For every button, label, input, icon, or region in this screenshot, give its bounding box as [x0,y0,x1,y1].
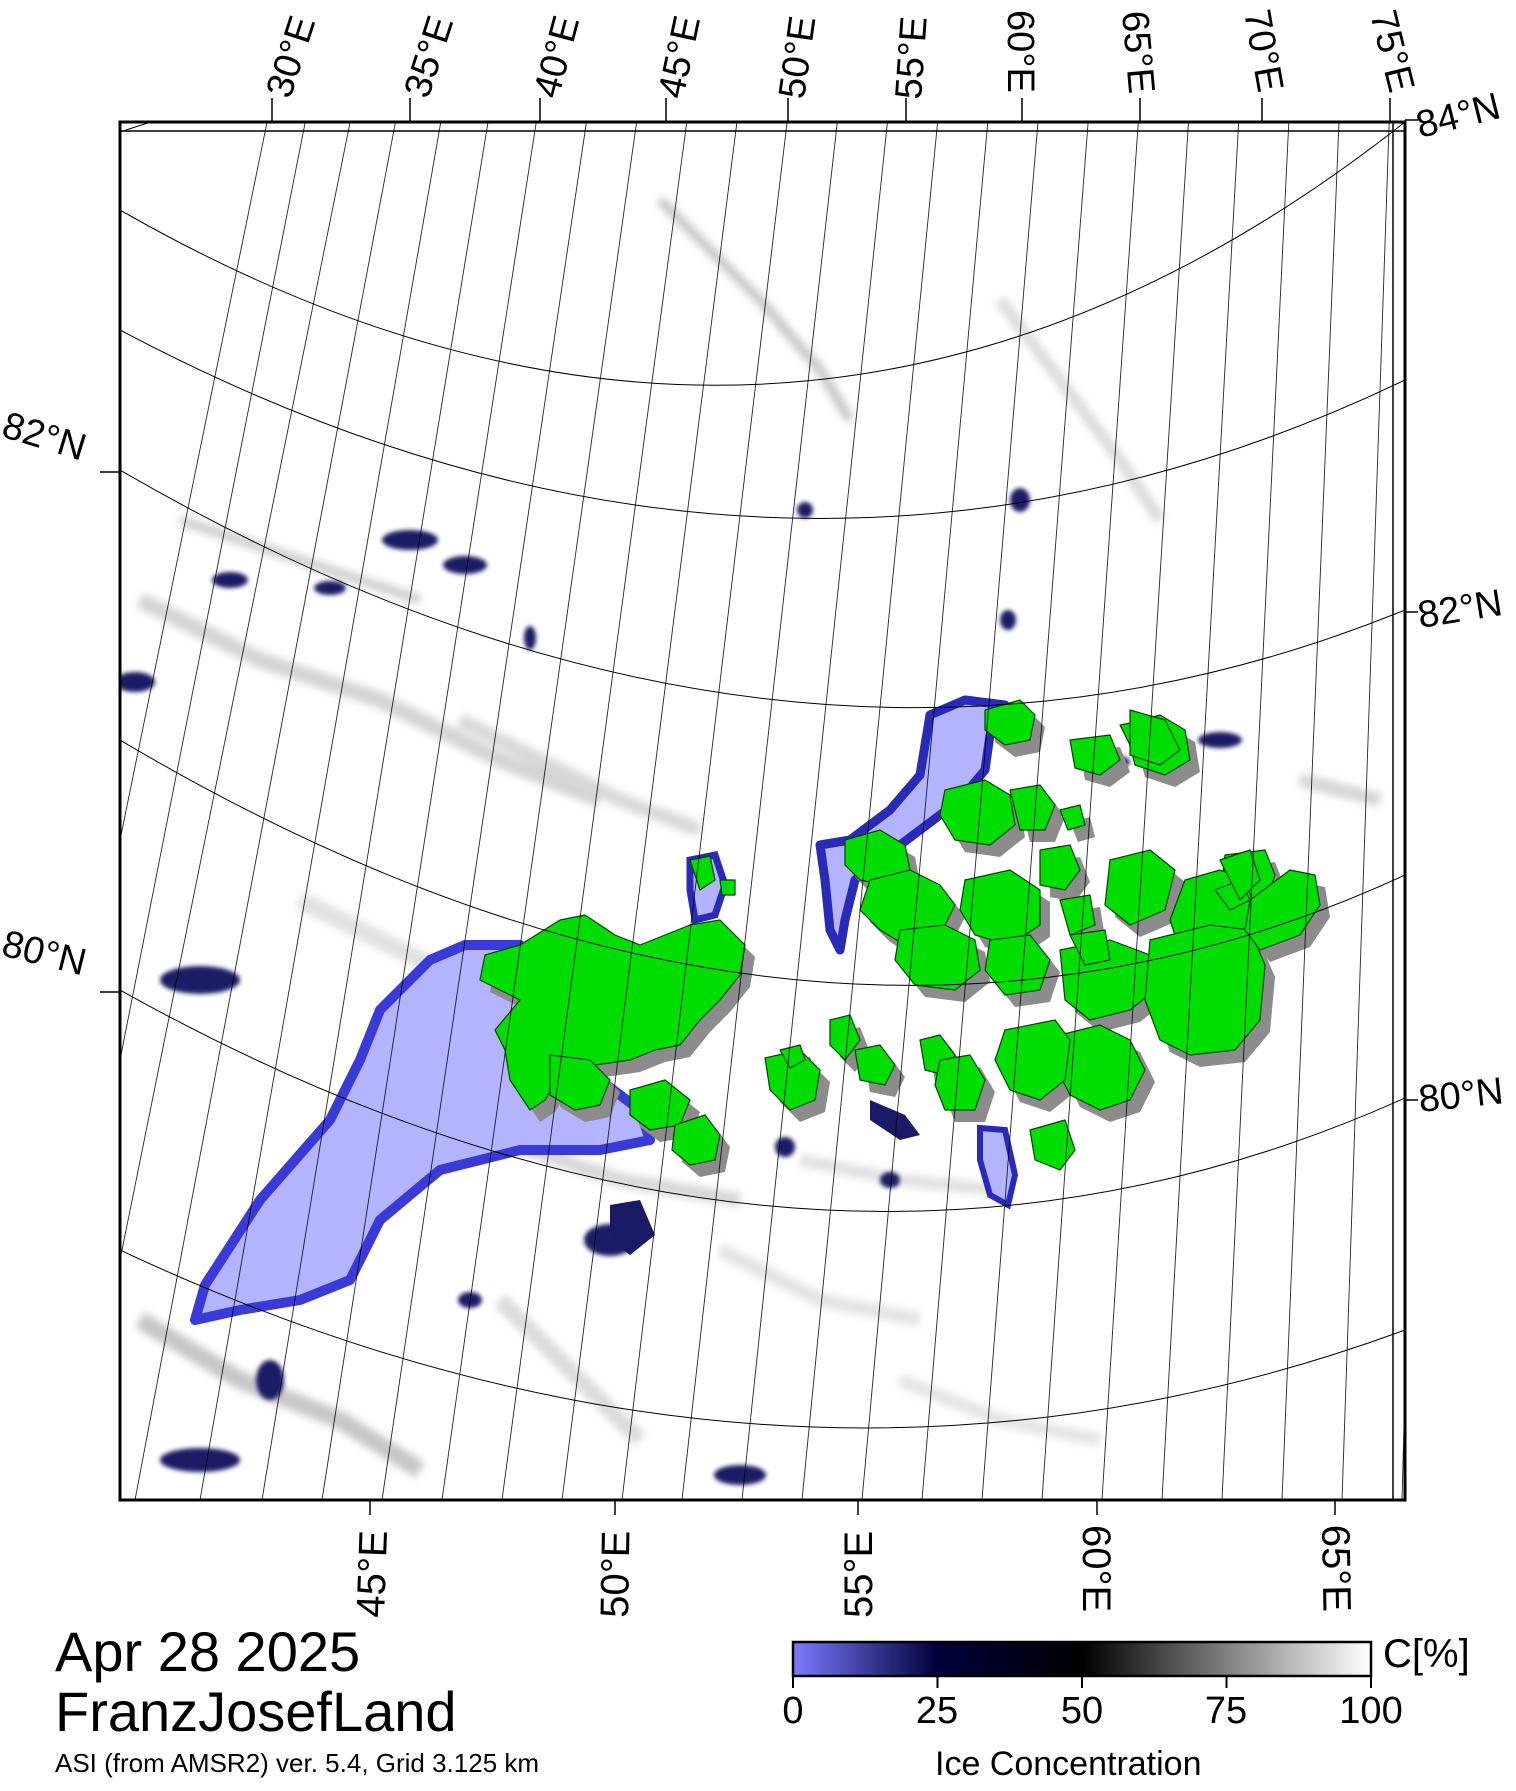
ice-texture [135,196,1382,1478]
frame-ticks [100,98,1418,1515]
colorbar-tick-label: 0 [782,1690,804,1732]
lon-label-top: 40°E [526,11,588,102]
colorbar-tick-label: 25 [915,1690,959,1732]
lon-label-bottom: 45°E [349,1530,396,1619]
map-date: Apr 28 2025 [55,1620,361,1683]
lon-label-bottom: 55°E [837,1531,881,1618]
map-area [120,122,1405,1500]
graticule-meridians [120,122,1405,1500]
colorbar-tick-label: 100 [1339,1690,1403,1732]
colorbar-tick-label: 50 [1060,1690,1104,1732]
lon-label-top: 35°E [397,11,463,103]
bottom-longitude-labels: 45°E 50°E 55°E 60°E 65°E [349,1524,1358,1618]
colorbar-unit: C[%] [1383,1632,1470,1676]
lat-label-left: 80°N [0,923,90,984]
lat-label-right: 82°N [1415,582,1505,637]
lat-label-right: 80°N [1417,1070,1506,1121]
graticule-parallels [120,122,1405,1429]
lon-label-bottom: 60°E [1074,1525,1118,1612]
data-source-note: ASI (from AMSR2) ver. 5.4, Grid 3.125 km [55,1748,540,1778]
lon-label-top: 30°E [259,11,325,103]
lon-label-top: 75°E [1361,6,1422,97]
lat-label-left: 82°N [0,404,91,469]
lon-label-top: 60°E [999,10,1041,93]
lon-label-top: 55°E [888,15,936,101]
lat-label-right: 84°N [1412,85,1505,146]
lon-label-top: 50°E [771,13,824,101]
colorbar [791,1640,1373,1688]
top-longitude-labels: 30°E 35°E 40°E 45°E 50°E 55°E 60°E 65°E … [259,6,1422,103]
franz-josef-land-islands [479,699,1321,1171]
lon-label-top: 45°E [651,12,709,102]
colorbar-gradient [791,1640,1373,1678]
colorbar-tick-label: 75 [1204,1690,1248,1732]
colorbar-title: Ice Concentration [935,1745,1202,1783]
lon-label-bottom: 50°E [593,1530,639,1618]
lon-label-top: 65°E [1113,9,1162,95]
lon-label-bottom: 65°E [1313,1524,1359,1612]
map-region: FranzJosefLand [55,1680,457,1743]
map-frame [118,120,1407,1502]
lon-label-top: 70°E [1235,6,1291,95]
